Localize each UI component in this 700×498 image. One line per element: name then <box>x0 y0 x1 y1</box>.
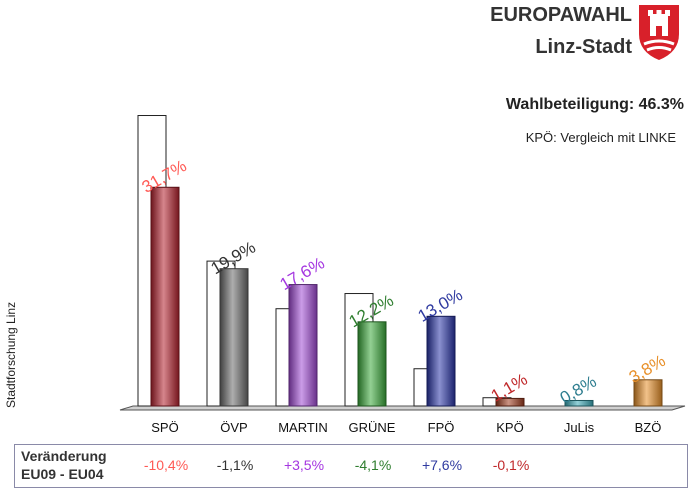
change-row: Veränderung EU09 - EU04 -10,4% -1,1% +3,5%… <box>14 444 688 488</box>
bar-7 <box>633 379 663 407</box>
change-value-1: -1,1% <box>216 457 254 473</box>
change-label-line1: Veränderung <box>21 448 107 464</box>
bar-0 <box>150 186 180 407</box>
change-value-3: -4,1% <box>354 457 392 473</box>
title-line2: Linz-Stadt <box>535 36 632 58</box>
bar-6 <box>564 399 594 407</box>
change-value-2: +3,5% <box>283 457 325 473</box>
change-value-5: -0,1% <box>492 457 530 473</box>
category-label-7: BZÖ <box>635 420 662 435</box>
category-label-6: JuLis <box>564 420 595 435</box>
category-label-2: MARTIN <box>278 420 328 435</box>
category-label-5: KPÖ <box>496 420 523 435</box>
linz-coat-of-arms-logo <box>639 5 679 60</box>
bar-3 <box>357 321 387 407</box>
change-label: Veränderung EU09 - EU04 <box>21 447 107 483</box>
turnout-text: Wahlbeteiligung: 46.3% <box>505 96 684 113</box>
chart-floor <box>119 405 686 411</box>
bar-chart: 31,7%SPÖ19,9%ÖVP17,6%MARTIN12,2%GRÜNE13,… <box>119 115 686 435</box>
category-label-0: SPÖ <box>151 420 178 435</box>
comparison-note: KPÖ: Vergleich mit LINKE <box>525 130 676 145</box>
category-label-3: GRÜNE <box>349 420 396 435</box>
title-line1: EUROPAWAHL <box>490 4 632 26</box>
bar-2 <box>288 284 318 407</box>
category-label-4: FPÖ <box>428 420 455 435</box>
bar-4 <box>426 315 456 407</box>
change-label-line2: EU09 - EU04 <box>21 466 104 482</box>
bar-1 <box>219 268 249 407</box>
change-value-0: -10,4% <box>143 457 189 473</box>
category-label-1: ÖVP <box>220 420 247 435</box>
change-value-4: +7,6% <box>421 457 463 473</box>
bar-5 <box>495 397 525 407</box>
